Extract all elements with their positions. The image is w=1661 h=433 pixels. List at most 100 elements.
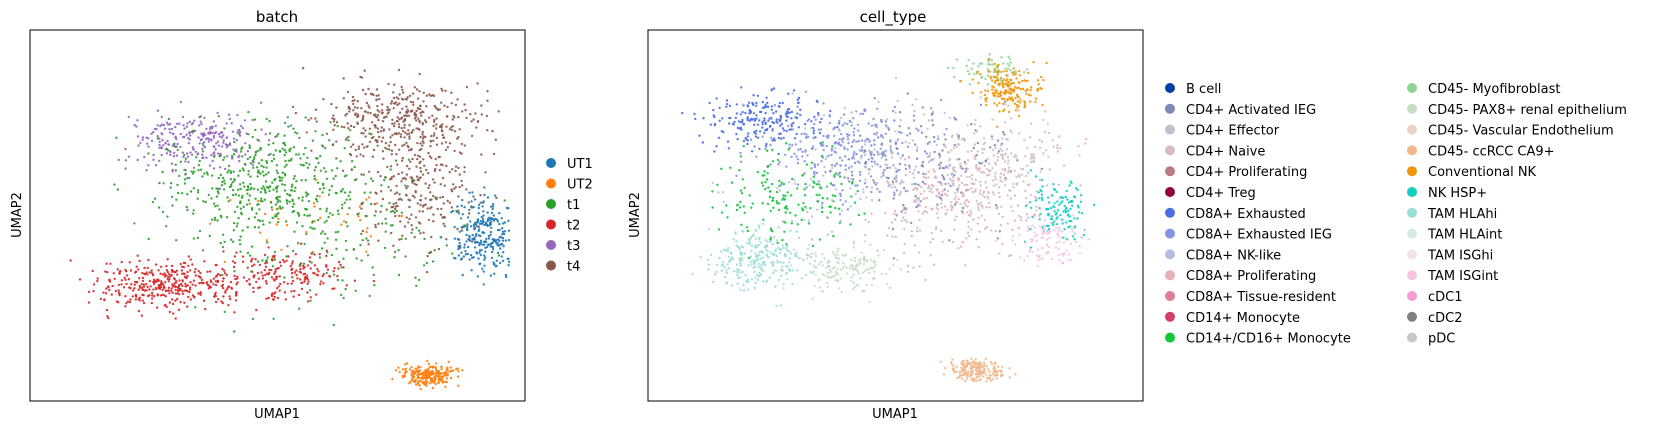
scatter-point: [403, 225, 407, 228]
scatter-point: [894, 186, 897, 189]
scatter-point: [481, 222, 484, 225]
scatter-point: [898, 130, 901, 134]
scatter-point: [305, 195, 308, 198]
scatter-point: [490, 226, 493, 229]
scatter-point: [187, 295, 190, 299]
scatter-point: [1010, 131, 1013, 134]
scatter-point: [255, 212, 258, 215]
scatter-point: [893, 218, 897, 221]
scatter-point: [781, 265, 784, 269]
scatter-point: [437, 381, 440, 384]
scatter-point: [1073, 196, 1077, 199]
scatter-point: [861, 271, 865, 274]
scatter-point: [933, 140, 936, 143]
scatter-point: [476, 225, 479, 228]
scatter-point: [1011, 209, 1014, 213]
scatter-point: [441, 133, 444, 137]
scatter-point: [233, 330, 236, 333]
scatter-point: [474, 112, 477, 115]
scatter-point: [979, 62, 982, 65]
scatter-point: [391, 134, 394, 137]
scatter-point: [182, 135, 185, 139]
scatter-point: [968, 375, 972, 378]
scatter-point: [486, 243, 490, 246]
scatter-point: [170, 283, 174, 286]
scatter-point: [221, 286, 225, 290]
scatter-point: [851, 140, 854, 144]
scatter-point: [446, 146, 449, 149]
scatter-point: [237, 216, 240, 220]
scatter-point: [986, 195, 989, 198]
scatter-point: [170, 287, 173, 290]
scatter-point: [379, 210, 382, 213]
scatter-point: [445, 125, 448, 128]
scatter-point: [929, 159, 932, 162]
scatter-point: [847, 166, 851, 170]
scatter-point: [419, 372, 422, 376]
scatter-point: [342, 266, 345, 269]
scatter-point: [219, 135, 222, 138]
scatter-point: [953, 370, 956, 374]
scatter-point: [785, 119, 788, 122]
scatter-point: [352, 102, 355, 106]
scatter-point: [147, 145, 150, 148]
scatter-point: [1037, 191, 1041, 194]
scatter-point: [202, 299, 206, 302]
scatter-point: [1026, 225, 1030, 228]
scatter-point: [155, 306, 159, 309]
scatter-point: [237, 194, 240, 197]
legend-label: UT2: [567, 178, 593, 193]
scatter-point: [408, 217, 411, 221]
scatter-point: [1006, 98, 1009, 102]
scatter-point: [1029, 227, 1032, 231]
scatter-point: [912, 114, 916, 117]
scatter-point: [1041, 232, 1044, 235]
scatter-point: [1010, 152, 1013, 155]
scatter-point: [316, 267, 319, 271]
scatter-point: [851, 180, 854, 184]
scatter-point: [831, 166, 834, 170]
scatter-point: [796, 223, 799, 226]
scatter-point: [254, 197, 257, 200]
scatter-point: [105, 262, 108, 265]
scatter-point: [851, 174, 854, 177]
scatter-point: [373, 284, 376, 287]
scatter-point: [735, 208, 739, 212]
scatter-point: [951, 175, 955, 179]
scatter-point: [405, 141, 408, 145]
scatter-point: [205, 281, 208, 285]
scatter-point: [233, 255, 237, 258]
scatter-point: [238, 132, 241, 136]
scatter-point: [438, 125, 442, 128]
scatter-point: [241, 167, 244, 170]
scatter-point: [1013, 102, 1017, 105]
scatter-point: [725, 102, 729, 106]
scatter-point: [383, 178, 386, 182]
scatter-point: [495, 196, 498, 200]
scatter-point: [435, 127, 438, 130]
scatter-point: [371, 179, 374, 183]
scatter-point: [1065, 206, 1068, 210]
scatter-point: [992, 70, 995, 74]
scatter-point: [991, 63, 994, 66]
scatter-point: [278, 205, 282, 208]
scatter-point: [963, 369, 966, 373]
scatter-point: [1051, 139, 1054, 142]
scatter-point: [450, 188, 453, 191]
scatter-point: [915, 157, 919, 160]
scatter-point: [921, 212, 924, 215]
scatter-point: [1068, 184, 1071, 187]
scatter-point: [261, 219, 264, 223]
scatter-point: [977, 81, 980, 85]
scatter-point: [946, 190, 950, 193]
scatter-point: [964, 264, 967, 267]
scatter-point: [268, 139, 271, 142]
scatter-point: [149, 285, 152, 288]
scatter-point: [277, 199, 280, 202]
scatter-point: [501, 233, 504, 236]
scatter-point: [171, 144, 174, 147]
scatter-point: [441, 376, 444, 379]
scatter-point: [222, 188, 226, 191]
scatter-point: [764, 128, 767, 132]
scatter-point: [368, 132, 371, 135]
